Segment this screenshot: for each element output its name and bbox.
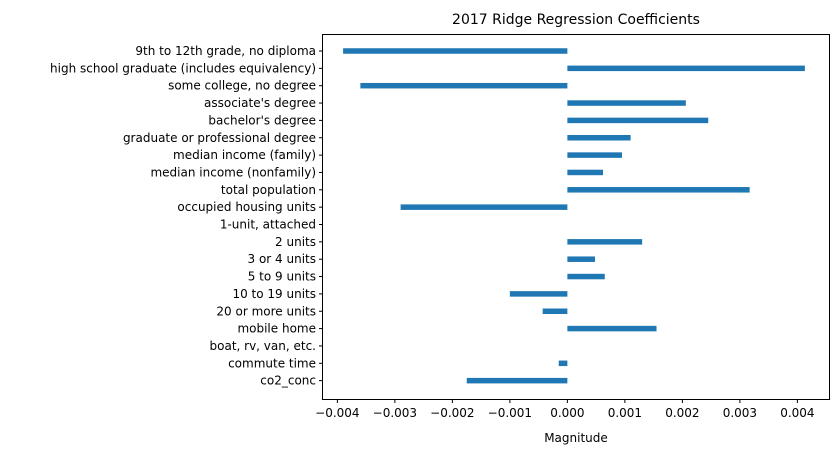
bar xyxy=(567,273,605,280)
y-tick-label: mobile home xyxy=(237,322,316,336)
x-tick-label: −0.002 xyxy=(430,406,474,420)
bar xyxy=(343,48,568,54)
y-tick-label: 10 to 19 units xyxy=(232,287,316,301)
x-tick-label: 0.001 xyxy=(608,406,642,420)
plot-frame xyxy=(322,34,830,400)
y-tick-label: median income (family) xyxy=(173,148,316,162)
y-tick-label: boat, rv, van, etc. xyxy=(210,339,317,353)
bar xyxy=(567,117,709,124)
bar xyxy=(567,325,657,332)
y-tick-label: high school graduate (includes equivalen… xyxy=(50,61,316,75)
y-tick-label: median income (nonfamily) xyxy=(150,165,316,179)
x-tick-label: 0.002 xyxy=(665,406,699,420)
chart-title: 2017 Ridge Regression Coefficients xyxy=(452,12,700,28)
x-tick-label: −0.001 xyxy=(488,406,532,420)
y-tick-label: bachelor's degree xyxy=(208,113,316,127)
y-tick-label: total population xyxy=(221,183,316,197)
y-tick-label: 20 or more units xyxy=(216,304,316,318)
y-tick-label: co2_conc xyxy=(260,374,316,388)
bar xyxy=(567,187,750,193)
y-tick-label: 5 to 9 units xyxy=(248,270,316,284)
bar xyxy=(542,308,568,314)
bar xyxy=(567,256,595,262)
bar xyxy=(567,65,805,72)
y-tick-label: occupied housing units xyxy=(177,200,316,214)
bar xyxy=(567,100,686,106)
y-tick-label: commute time xyxy=(228,356,316,370)
y-tick-label: associate's degree xyxy=(204,96,316,110)
y-tick-label: 1-unit, attached xyxy=(220,218,316,232)
bar xyxy=(509,291,568,297)
x-tick-label: 0.003 xyxy=(723,406,757,420)
bar xyxy=(567,239,643,245)
bar xyxy=(360,82,568,89)
x-tick-label: 0.004 xyxy=(780,406,814,420)
bar xyxy=(558,360,568,367)
bar xyxy=(400,204,568,210)
x-tick-label: 0.000 xyxy=(550,406,584,420)
bar xyxy=(567,135,631,141)
y-axis-ticks: 9th to 12th grade, no diploma high school… xyxy=(50,44,323,388)
x-tick-label: −0.003 xyxy=(373,406,417,420)
x-tick-label: −0.004 xyxy=(315,406,359,420)
bar xyxy=(466,377,568,384)
bar xyxy=(567,152,622,158)
y-tick-label: 2 units xyxy=(275,235,316,249)
x-axis-label: Magnitude xyxy=(544,431,608,445)
y-tick-label: 9th to 12th grade, no diploma xyxy=(135,44,316,58)
y-tick-label: some college, no degree xyxy=(168,79,316,93)
y-tick-label: graduate or professional degree xyxy=(123,131,316,145)
bars-group xyxy=(343,48,805,384)
bar xyxy=(567,169,604,176)
x-axis-ticks: −0.004 −0.003 −0.002 −0.001 0.000 0.001 0.002 0… xyxy=(315,399,815,420)
y-tick-label: 3 or 4 units xyxy=(248,252,317,266)
